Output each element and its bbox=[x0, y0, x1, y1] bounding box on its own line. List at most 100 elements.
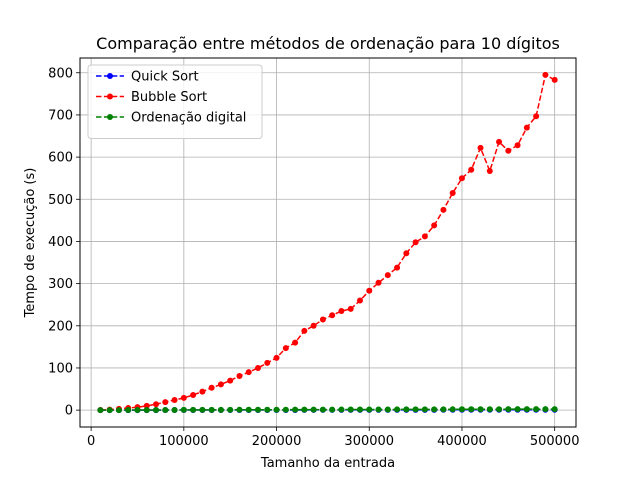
data-point-bubble-sort bbox=[533, 113, 540, 120]
y-tick-label: 0 bbox=[65, 404, 73, 419]
legend-marker bbox=[107, 114, 113, 120]
legend-label: Quick Sort bbox=[131, 70, 199, 85]
data-point-ordenacao-digital bbox=[282, 406, 289, 413]
series-ordenacao-digital bbox=[97, 406, 558, 414]
data-point-bubble-sort bbox=[496, 138, 503, 145]
data-point-ordenacao-digital bbox=[106, 407, 113, 414]
data-point-bubble-sort bbox=[542, 71, 549, 78]
data-point-bubble-sort bbox=[412, 239, 419, 246]
legend-box bbox=[87, 64, 263, 139]
data-point-bubble-sort bbox=[551, 76, 558, 83]
data-point-ordenacao-digital bbox=[190, 406, 197, 413]
data-point-bubble-sort bbox=[394, 264, 401, 271]
series-bubble-sort bbox=[97, 71, 558, 414]
data-point-bubble-sort bbox=[449, 189, 456, 196]
data-point-ordenacao-digital bbox=[403, 406, 410, 413]
data-point-ordenacao-digital bbox=[375, 406, 382, 413]
data-point-ordenacao-digital bbox=[523, 406, 530, 413]
data-point-ordenacao-digital bbox=[329, 406, 336, 413]
y-tick-label: 400 bbox=[48, 235, 73, 250]
data-point-ordenacao-digital bbox=[412, 406, 419, 413]
data-point-ordenacao-digital bbox=[180, 406, 187, 413]
data-point-bubble-sort bbox=[523, 124, 530, 131]
y-tick-label: 100 bbox=[48, 361, 73, 376]
data-point-bubble-sort bbox=[292, 339, 299, 346]
data-point-ordenacao-digital bbox=[486, 406, 493, 413]
x-tick-label: 100000 bbox=[159, 434, 209, 449]
data-point-ordenacao-digital bbox=[292, 406, 299, 413]
data-point-ordenacao-digital bbox=[449, 406, 456, 413]
data-point-ordenacao-digital bbox=[533, 406, 540, 413]
data-point-ordenacao-digital bbox=[217, 406, 224, 413]
data-point-ordenacao-digital bbox=[227, 406, 234, 413]
data-point-bubble-sort bbox=[338, 308, 345, 315]
data-point-bubble-sort bbox=[505, 147, 512, 154]
x-tick-label: 200000 bbox=[252, 434, 302, 449]
y-tick-label: 200 bbox=[48, 319, 73, 334]
data-point-ordenacao-digital bbox=[468, 406, 475, 413]
legend-marker bbox=[107, 73, 113, 79]
data-point-bubble-sort bbox=[180, 394, 187, 401]
data-point-ordenacao-digital bbox=[245, 406, 252, 413]
legend: Quick Sort Bubble Sort Ordenação digital bbox=[87, 64, 263, 139]
data-point-ordenacao-digital bbox=[125, 407, 132, 414]
plot-area-frame bbox=[79, 57, 577, 428]
data-point-bubble-sort bbox=[477, 144, 484, 151]
data-point-bubble-sort bbox=[310, 322, 317, 329]
y-tick-label: 700 bbox=[48, 108, 73, 123]
data-point-bubble-sort bbox=[458, 175, 465, 182]
legend-label: Bubble Sort bbox=[131, 90, 207, 105]
data-point-bubble-sort bbox=[421, 233, 428, 240]
data-point-ordenacao-digital bbox=[236, 406, 243, 413]
data-point-ordenacao-digital bbox=[394, 406, 401, 413]
data-point-bubble-sort bbox=[486, 168, 493, 175]
data-point-ordenacao-digital bbox=[143, 407, 150, 414]
axis-ticks: 0 100000 200000 300000 400000 500000 0 100 200 30… bbox=[48, 66, 579, 449]
data-point-ordenacao-digital bbox=[134, 407, 141, 414]
data-point-ordenacao-digital bbox=[301, 406, 308, 413]
data-point-ordenacao-digital bbox=[171, 406, 178, 413]
data-point-ordenacao-digital bbox=[458, 406, 465, 413]
data-point-bubble-sort bbox=[329, 312, 336, 319]
data-point-bubble-sort bbox=[264, 359, 271, 366]
data-point-ordenacao-digital bbox=[496, 406, 503, 413]
y-axis-title: Tempo de execução (s) bbox=[23, 168, 38, 319]
data-point-ordenacao-digital bbox=[310, 406, 317, 413]
data-point-bubble-sort bbox=[153, 401, 160, 408]
y-tick-label: 500 bbox=[48, 193, 73, 208]
data-point-bubble-sort bbox=[199, 388, 206, 395]
data-point-bubble-sort bbox=[468, 166, 475, 173]
y-tick-label: 300 bbox=[48, 277, 73, 292]
data-point-ordenacao-digital bbox=[347, 406, 354, 413]
data-point-bubble-sort bbox=[208, 384, 215, 391]
data-point-bubble-sort bbox=[273, 354, 280, 361]
x-tick-label: 500000 bbox=[530, 434, 580, 449]
data-point-ordenacao-digital bbox=[551, 406, 558, 413]
data-point-ordenacao-digital bbox=[153, 406, 160, 413]
data-point-bubble-sort bbox=[319, 316, 326, 323]
data-point-ordenacao-digital bbox=[477, 406, 484, 413]
data-point-ordenacao-digital bbox=[431, 406, 438, 413]
data-point-ordenacao-digital bbox=[338, 406, 345, 413]
y-tick-label: 600 bbox=[48, 151, 73, 166]
data-point-ordenacao-digital bbox=[273, 406, 280, 413]
data-point-bubble-sort bbox=[356, 297, 363, 304]
data-point-ordenacao-digital bbox=[97, 407, 104, 414]
data-point-bubble-sort bbox=[190, 391, 197, 398]
data-point-bubble-sort bbox=[236, 372, 243, 379]
data-point-ordenacao-digital bbox=[421, 406, 428, 413]
data-point-bubble-sort bbox=[162, 399, 169, 406]
data-point-bubble-sort bbox=[403, 250, 410, 257]
data-point-bubble-sort bbox=[301, 327, 308, 334]
grid bbox=[80, 58, 576, 427]
data-point-ordenacao-digital bbox=[505, 406, 512, 413]
data-point-ordenacao-digital bbox=[384, 406, 391, 413]
data-point-bubble-sort bbox=[384, 272, 391, 279]
data-point-ordenacao-digital bbox=[514, 406, 521, 413]
data-point-bubble-sort bbox=[217, 381, 224, 388]
data-point-ordenacao-digital bbox=[115, 407, 122, 414]
plot-series bbox=[97, 71, 558, 414]
data-point-bubble-sort bbox=[245, 369, 252, 376]
data-point-ordenacao-digital bbox=[366, 406, 373, 413]
